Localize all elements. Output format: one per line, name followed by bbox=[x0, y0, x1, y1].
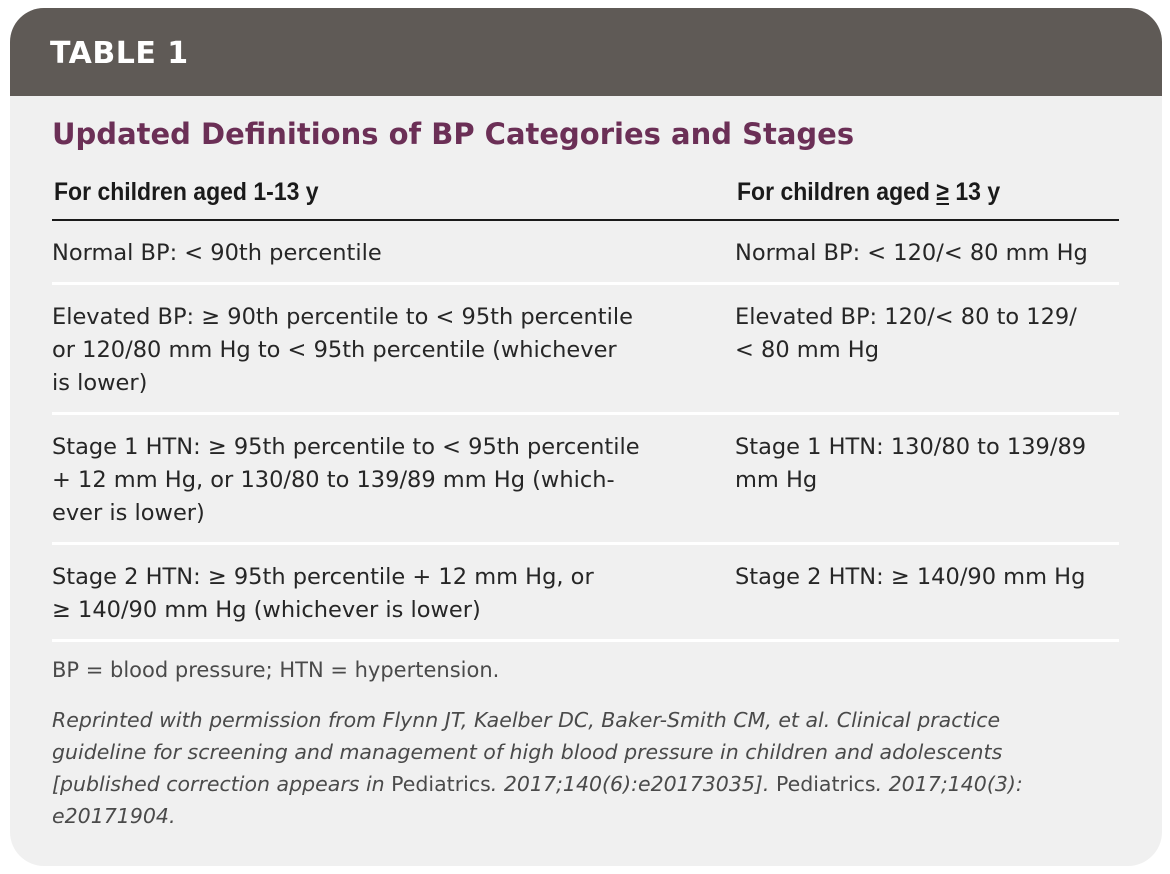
citation-line: e20171904. bbox=[52, 804, 176, 828]
table-header-band: TABLE 1 bbox=[10, 8, 1162, 96]
column-header-13-plus: For children aged ≥ 13 y bbox=[737, 174, 1000, 210]
table-card: TABLE 1 Updated Definitions of BP Catego… bbox=[10, 8, 1162, 866]
row-stage1-right: Stage 1 HTN: 130/80 to 139/89 mm Hg bbox=[735, 431, 1135, 497]
table-title: Updated Definitions of BP Categories and… bbox=[52, 117, 855, 151]
cell-line: mm Hg bbox=[735, 467, 818, 493]
citation-text: . 2017;140(3): bbox=[875, 772, 1023, 796]
citation-text: . 2017;140(6):e20173035]. bbox=[490, 772, 776, 796]
cell-line: ever is lower) bbox=[52, 500, 205, 526]
column-header-1-13: For children aged 1-13 y bbox=[54, 178, 319, 206]
row-normal-right: Normal BP: < 120/< 80 mm Hg bbox=[735, 237, 1135, 270]
row-divider bbox=[52, 282, 1119, 285]
citation-line: [published correction appears in Pediatr… bbox=[52, 768, 1127, 800]
table-number-label: TABLE 1 bbox=[50, 36, 189, 71]
citation-line: Reprinted with permission from Flynn JT,… bbox=[52, 708, 1001, 732]
row-elevated-left: Elevated BP: ≥ 90th percentile to < 95th… bbox=[52, 301, 702, 400]
cell-line: Normal BP: < 120/< 80 mm Hg bbox=[735, 240, 1088, 266]
cell-line: is lower) bbox=[52, 370, 148, 396]
row-normal-left: Normal BP: < 90th percentile bbox=[52, 237, 702, 270]
cell-line: or 120/80 mm Hg to < 95th percentile (wh… bbox=[52, 337, 617, 363]
cell-line: Stage 2 HTN: ≥ 140/90 mm Hg bbox=[735, 564, 1086, 590]
citation-note: Reprinted with permission from Flynn JT,… bbox=[52, 704, 1127, 832]
cell-line: Stage 1 HTN: 130/80 to 139/89 bbox=[735, 434, 1087, 460]
cell-line: Stage 1 HTN: ≥ 95th percentile to < 95th… bbox=[52, 434, 640, 460]
row-stage2-left: Stage 2 HTN: ≥ 95th percentile + 12 mm H… bbox=[52, 561, 702, 627]
column-header-suffix: 13 y bbox=[949, 178, 1001, 206]
journal-name: Pediatrics bbox=[391, 772, 491, 796]
row-divider bbox=[52, 542, 1119, 545]
row-elevated-right: Elevated BP: 120/< 80 to 129/ < 80 mm Hg bbox=[735, 301, 1135, 367]
row-stage2-right: Stage 2 HTN: ≥ 140/90 mm Hg bbox=[735, 561, 1135, 594]
greater-equal-symbol: ≥ bbox=[936, 178, 950, 206]
row-divider bbox=[52, 412, 1119, 415]
citation-line: guideline for screening and management o… bbox=[52, 740, 1003, 764]
cell-line: Stage 2 HTN: ≥ 95th percentile + 12 mm H… bbox=[52, 564, 594, 590]
cell-line: Normal BP: < 90th percentile bbox=[52, 240, 382, 266]
abbreviation-footnote: BP = blood pressure; HTN = hypertension. bbox=[52, 658, 500, 682]
row-divider bbox=[52, 639, 1119, 642]
cell-line: < 80 mm Hg bbox=[735, 337, 879, 363]
header-divider bbox=[52, 219, 1119, 221]
column-header-prefix: For children aged bbox=[737, 178, 937, 206]
citation-text: [published correction appears in bbox=[52, 772, 392, 796]
cell-line: ≥ 140/90 mm Hg (whichever is lower) bbox=[52, 597, 481, 623]
cell-line: Elevated BP: 120/< 80 to 129/ bbox=[735, 304, 1077, 330]
journal-name: Pediatrics bbox=[775, 772, 876, 796]
cell-line: Elevated BP: ≥ 90th percentile to < 95th… bbox=[52, 304, 633, 330]
row-stage1-left: Stage 1 HTN: ≥ 95th percentile to < 95th… bbox=[52, 431, 702, 530]
cell-line: + 12 mm Hg, or 130/80 to 139/89 mm Hg (w… bbox=[52, 467, 615, 493]
